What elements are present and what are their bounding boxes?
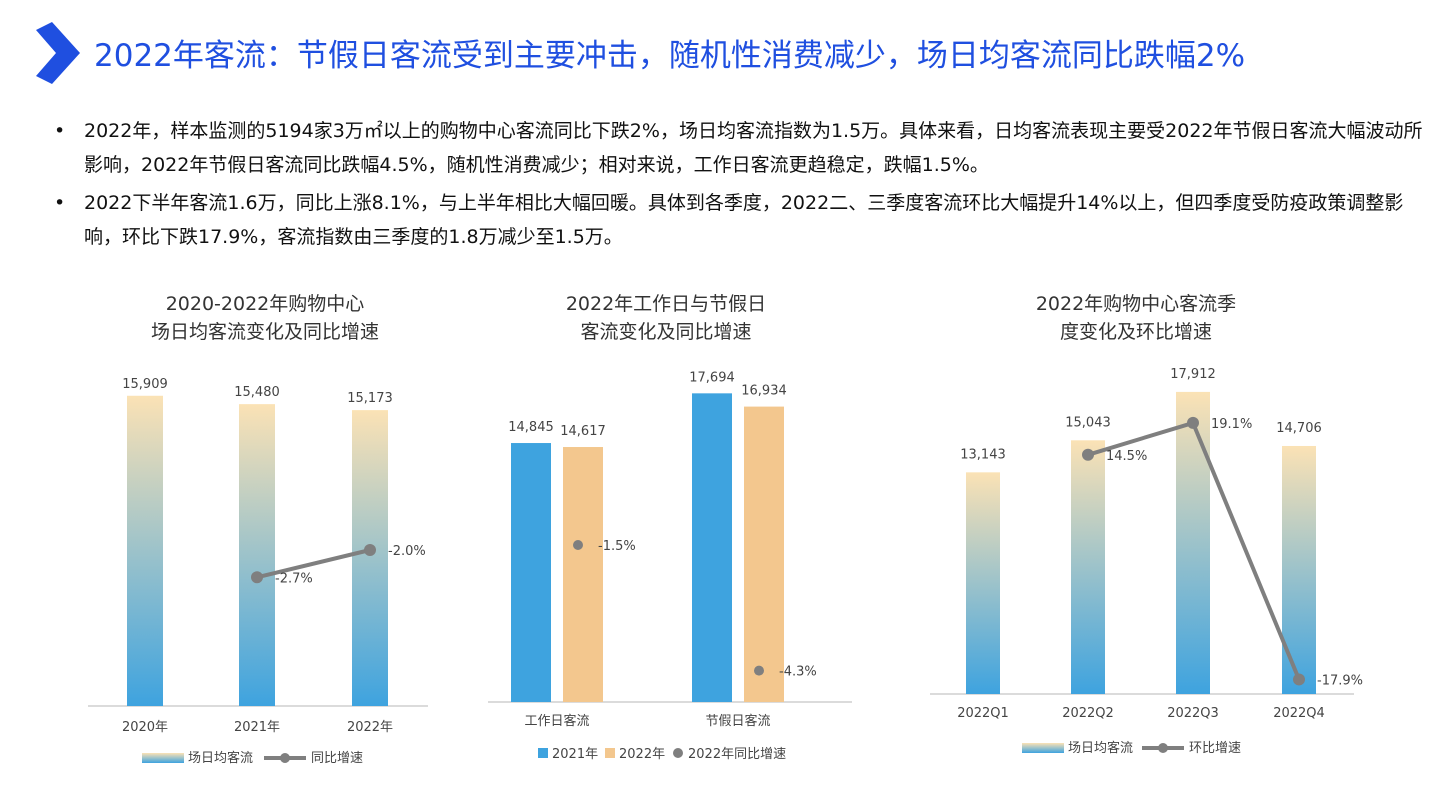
bar-value-label: 14,617 xyxy=(560,424,606,439)
bullet-marker: • xyxy=(54,120,66,142)
legend-swatch-bar xyxy=(142,753,184,763)
bar xyxy=(511,443,551,702)
legend-swatch-point xyxy=(280,753,290,763)
legend-swatch-point xyxy=(673,748,683,758)
legend-label: 同比增速 xyxy=(311,751,363,766)
bullet-item-1: • 2022年，样本监测的5194家3万㎡以上的购物中心客流同比下跌2%，场日均… xyxy=(54,114,1424,182)
x-tick-label: 2021年 xyxy=(234,720,280,735)
x-tick-label: 2020年 xyxy=(122,720,168,735)
line-value-label: -2.7% xyxy=(275,571,313,586)
bar xyxy=(239,404,275,706)
chart-title-line: 2020-2022年购物中心 xyxy=(166,293,365,315)
title-bar: 2022年客流：节假日客流受到主要冲击，随机性消费减少，场日均客流同比跌幅2% xyxy=(36,22,1426,84)
line-point xyxy=(1187,416,1199,429)
legend-label: 场日均客流 xyxy=(188,750,253,766)
line-value-label: 14.5% xyxy=(1106,449,1147,464)
bar-value-label: 16,934 xyxy=(741,384,787,399)
bar-value-label: 13,143 xyxy=(960,447,1006,462)
x-tick-label: 2022Q4 xyxy=(1273,706,1325,721)
line-value-label: -2.0% xyxy=(388,544,426,559)
line-point xyxy=(1082,448,1094,461)
scatter-point xyxy=(754,665,764,676)
scatter-point xyxy=(573,540,583,550)
line-point xyxy=(1293,673,1305,686)
bar xyxy=(692,393,732,702)
bar-value-label: 15,043 xyxy=(1065,415,1111,430)
bullet-text: 2022下半年客流1.6万，同比上涨8.1%，与上半年相比大幅回暖。具体到各季度… xyxy=(84,192,1404,248)
chart-workday-holiday: 2022年工作日与节假日 客流变化及同比增速 14,845 17,694 14,617 1… xyxy=(480,288,880,782)
legend-swatch-2021 xyxy=(538,748,548,758)
brand-chevron-icon xyxy=(36,22,80,84)
bar-value-label: 15,909 xyxy=(122,377,168,392)
bar-value-label: 14,706 xyxy=(1276,421,1322,436)
x-tick-label: 2022Q2 xyxy=(1062,706,1114,721)
scatter-value-label: -4.3% xyxy=(779,665,817,680)
chart-title-line: 度变化及环比增速 xyxy=(1060,321,1212,343)
bullet-marker: • xyxy=(54,192,66,214)
chart-title-line: 2022年工作日与节假日 xyxy=(566,293,766,315)
legend-swatch-point xyxy=(1158,743,1168,753)
bar-value-label: 17,912 xyxy=(1170,367,1216,382)
bar xyxy=(127,395,163,706)
chart-quarterly: 2022年购物中心客流季 度变化及环比增速 13,143 2022Q1 15,043 20… xyxy=(920,288,1400,782)
line-point xyxy=(251,571,263,584)
legend-label: 场日均客流 xyxy=(1068,740,1133,756)
scatter-value-label: -1.5% xyxy=(598,539,636,554)
page-title: 2022年客流：节假日客流受到主要冲击，随机性消费减少，场日均客流同比跌幅2% xyxy=(94,38,1246,74)
bar-value-label: 17,694 xyxy=(689,370,735,385)
x-tick-label: 节假日客流 xyxy=(705,713,770,729)
bar xyxy=(563,447,603,702)
bullet-text: 2022年，样本监测的5194家3万㎡以上的购物中心客流同比下跌2%，场日均客流… xyxy=(84,120,1423,176)
series-line xyxy=(256,548,371,580)
bar xyxy=(1176,391,1210,694)
line-point xyxy=(364,544,376,556)
bar xyxy=(966,472,1000,694)
legend-swatch-bar xyxy=(1022,743,1064,753)
bar xyxy=(1071,440,1105,694)
legend-label: 环比增速 xyxy=(1189,741,1241,756)
bar-value-label: 15,480 xyxy=(234,385,280,400)
line-value-label: -17.9% xyxy=(1317,673,1363,688)
chart-title-line: 2022年购物中心客流季 xyxy=(1036,293,1236,315)
bar-value-label: 14,845 xyxy=(508,420,554,435)
legend-label: 2021年 xyxy=(552,747,598,762)
bar xyxy=(1282,445,1316,694)
x-tick-label: 2022年 xyxy=(347,720,393,735)
x-tick-label: 2022Q3 xyxy=(1167,706,1219,721)
bullet-list: • 2022年，样本监测的5194家3万㎡以上的购物中心客流同比下跌2%，场日均… xyxy=(54,114,1424,258)
bar xyxy=(352,410,388,706)
chart-annual: 2020-2022年购物中心 场日均客流变化及同比增速 15,909 2020年 15,… xyxy=(60,288,460,782)
legend-label: 2022年同比增速 xyxy=(688,747,786,762)
x-tick-label: 工作日客流 xyxy=(524,713,589,729)
bullet-item-2: • 2022下半年客流1.6万，同比上涨8.1%，与上半年相比大幅回暖。具体到各… xyxy=(54,186,1424,254)
bar-value-label: 15,173 xyxy=(347,391,393,406)
legend-label: 2022年 xyxy=(619,747,665,762)
bar xyxy=(744,406,784,702)
legend-swatch-2022 xyxy=(605,748,615,758)
line-value-label: 19.1% xyxy=(1211,417,1252,432)
x-tick-label: 2022Q1 xyxy=(957,706,1009,721)
chart-title-line: 场日均客流变化及同比增速 xyxy=(151,321,379,343)
chart-title-line: 客流变化及同比增速 xyxy=(580,321,751,343)
